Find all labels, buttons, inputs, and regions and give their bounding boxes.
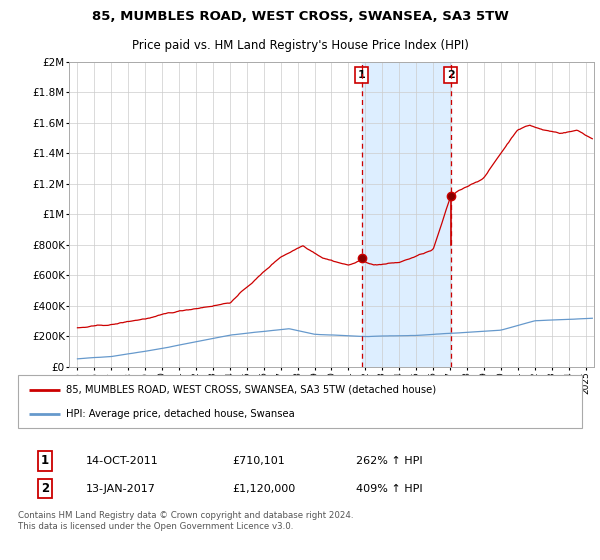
Text: £710,101: £710,101 [232,456,285,466]
Text: £1,120,000: £1,120,000 [232,483,296,493]
Text: 14-OCT-2011: 14-OCT-2011 [86,456,158,466]
Bar [362,62,451,367]
Text: 85, MUMBLES ROAD, WEST CROSS, SWANSEA, SA3 5TW (detached house): 85, MUMBLES ROAD, WEST CROSS, SWANSEA, S… [66,385,436,395]
Text: 2: 2 [447,70,455,80]
Text: 2: 2 [41,482,49,495]
Text: Price paid vs. HM Land Registry's House Price Index (HPI): Price paid vs. HM Land Registry's House … [131,39,469,53]
Text: 85, MUMBLES ROAD, WEST CROSS, SWANSEA, SA3 5TW: 85, MUMBLES ROAD, WEST CROSS, SWANSEA, S… [92,10,508,23]
Text: 1: 1 [41,454,49,468]
FancyBboxPatch shape [18,375,582,428]
Text: 13-JAN-2017: 13-JAN-2017 [86,483,155,493]
Text: Contains HM Land Registry data © Crown copyright and database right 2024.
This d: Contains HM Land Registry data © Crown c… [18,511,353,530]
Text: 262% ↑ HPI: 262% ↑ HPI [356,456,423,466]
Text: HPI: Average price, detached house, Swansea: HPI: Average price, detached house, Swan… [66,409,295,419]
Text: 1: 1 [358,70,365,80]
Text: 409% ↑ HPI: 409% ↑ HPI [356,483,423,493]
